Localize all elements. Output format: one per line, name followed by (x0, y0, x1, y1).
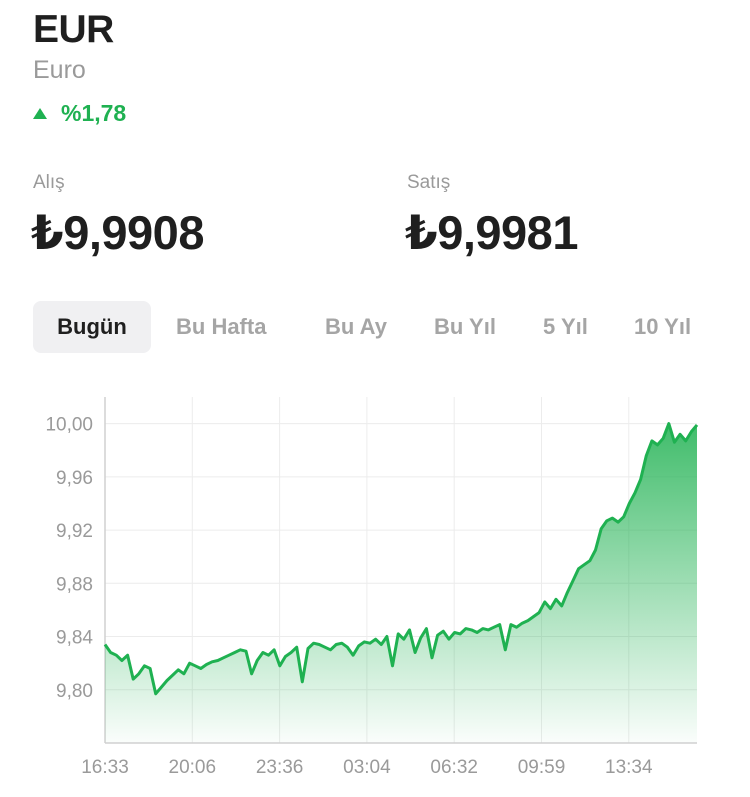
triangle-up-icon (33, 108, 47, 119)
y-axis-labels: 10,00 9,96 9,92 9,88 9,84 9,80 (45, 415, 93, 702)
currency-code: EUR (33, 8, 114, 51)
price-chart[interactable]: 10,00 9,96 9,92 9,88 9,84 9,80 16:33 20:06 23:3… (0, 380, 750, 797)
y-tick-label: 10,00 (45, 415, 93, 436)
tab-5-years[interactable]: 5 Yıl (543, 314, 588, 339)
x-tick-label: 03:04 (343, 757, 391, 778)
tab-this-week[interactable]: Bu Hafta (176, 314, 267, 339)
tab-10-years[interactable]: 10 Yıl (634, 314, 692, 339)
period-tabs: Bugün Bu Hafta Bu Ay Bu Yıl 5 Yıl 10 Yıl (33, 301, 723, 353)
currency-name: Euro (33, 56, 86, 84)
change-percent: %1,78 (61, 100, 127, 126)
tab-this-month[interactable]: Bu Ay (325, 314, 387, 339)
price-line (103, 422, 699, 696)
y-tick-label: 9,84 (56, 628, 93, 649)
tab-this-year[interactable]: Bu Yıl (434, 314, 496, 339)
x-tick-label: 16:33 (81, 757, 129, 778)
y-tick-label: 9,80 (56, 681, 93, 702)
x-tick-label: 20:06 (169, 757, 217, 778)
change-indicator: %1,78 (33, 100, 126, 127)
x-tick-label: 06:32 (430, 757, 478, 778)
sell-label: Satış (407, 172, 451, 193)
x-tick-label: 09:59 (518, 757, 566, 778)
tab-today[interactable]: Bugün (33, 301, 151, 353)
y-tick-label: 9,96 (56, 468, 93, 489)
y-tick-label: 9,88 (56, 574, 93, 595)
x-tick-label: 13:34 (605, 757, 653, 778)
x-axis-labels: 16:33 20:06 23:36 03:04 06:32 09:59 13:34 (81, 757, 653, 778)
x-tick-label: 23:36 (256, 757, 304, 778)
buy-label: Alış (33, 172, 65, 193)
y-tick-label: 9,92 (56, 521, 93, 542)
buy-value: ₺9,9908 (31, 206, 204, 259)
price-area (105, 423, 697, 743)
sell-value: ₺9,9981 (405, 206, 578, 259)
